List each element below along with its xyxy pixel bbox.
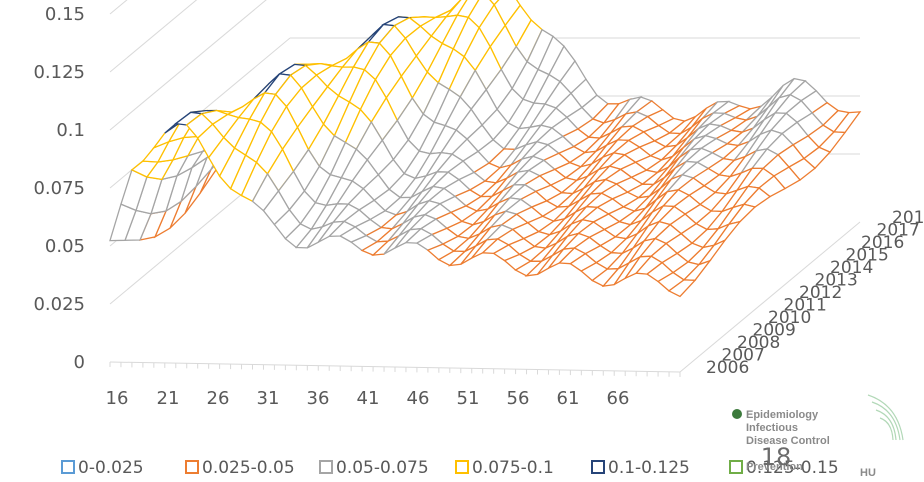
legend-swatch [319,460,333,474]
legend-swatch [61,460,75,474]
z-tick-label: 0.025 [33,294,85,315]
legend-swatch [185,460,199,474]
depth-axis-line [679,221,861,373]
logo-line-1: Epidemiology [746,409,819,421]
z-axis-ticks: 0 0.025 0.05 0.075 0.1 0.125 0.15 [33,4,85,373]
legend-label: 0.1-0.125 [608,458,690,478]
legend-label: 0-0.025 [78,458,144,478]
logo-line-2: Infectious [746,422,798,434]
logo-line-4: Prevention [746,461,803,473]
legend-label: 0.05-0.075 [336,458,429,478]
z-tick-label: 0.125 [33,62,85,83]
z-tick-label: 0.05 [45,236,85,257]
legend-label: 0.075-0.1 [472,458,554,478]
legend-item: 0.1-0.125 [591,458,690,478]
logo: Epidemiology Infectious Disease Control … [732,394,904,479]
depth-axis-ticks: 2006200720082009201020112012201320142015… [706,208,924,378]
x-tick-label: 26 [207,388,230,409]
legend: 0-0.025 0.025-0.05 0.05-0.075 0.075-0.1 0.1-… [61,458,839,478]
x-tick-label: 31 [257,388,280,409]
gridline-side [109,0,198,73]
depth-tick-label: 2013 [815,271,858,291]
legend-item: 0.125-0.15 [729,458,839,478]
legend-item: 0.05-0.075 [319,458,429,478]
depth-tick-label: 2012 [799,283,842,303]
legend-swatch [591,460,605,474]
z-tick-label: 0 [74,352,85,373]
page-number: 18 [761,443,792,471]
legend-label: 0.125-0.15 [746,458,839,478]
depth-tick-label: 2011 [784,296,827,316]
x-tick-label: 61 [557,388,580,409]
surface-mesh [109,0,862,298]
x-axis-ticks: 16 21 26 31 36 41 46 51 56 61 66 [106,388,630,409]
x-tick-label: 36 [307,388,330,409]
depth-tick-label: 2010 [768,308,811,328]
x-tick-label: 51 [457,388,480,409]
depth-tick-label: 2017 [877,221,920,241]
logo-wreath-icon [867,394,904,441]
x-tick-label: 21 [157,388,180,409]
x-tick-label: 16 [106,388,129,409]
depth-tick-label: 2007 [722,346,765,366]
x-tick-label: 46 [407,388,430,409]
legend-item: 0.075-0.1 [455,458,554,478]
depth-tick-label: 2016 [861,233,904,253]
legend-swatch [455,460,469,474]
depth-tick-label: 2015 [846,246,889,266]
floor-axis [109,221,861,377]
depth-tick-label: 2006 [706,358,749,378]
x-tick-label: 56 [507,388,530,409]
z-tick-label: 0.075 [33,178,85,199]
depth-tick-label: 2014 [830,258,873,278]
depth-tick-label: 2018 [892,208,924,228]
z-tick-label: 0.1 [56,120,85,141]
logo-line-3: Disease Control [746,435,830,447]
legend-item: 0.025-0.05 [185,458,295,478]
x-tick-label: 66 [607,388,630,409]
depth-tick-label: 2009 [753,321,796,341]
depth-tick-label: 2008 [737,333,780,353]
logo-abbr: HU [860,467,876,479]
surface-cell [667,279,697,298]
legend-label: 0.025-0.05 [202,458,295,478]
legend-item: 0-0.025 [61,458,144,478]
x-tick-label: 41 [357,388,380,409]
z-tick-label: 0.15 [45,4,85,25]
gridline-side [109,0,267,131]
logo-emblem-icon [732,409,742,419]
legend-swatch [729,460,743,474]
